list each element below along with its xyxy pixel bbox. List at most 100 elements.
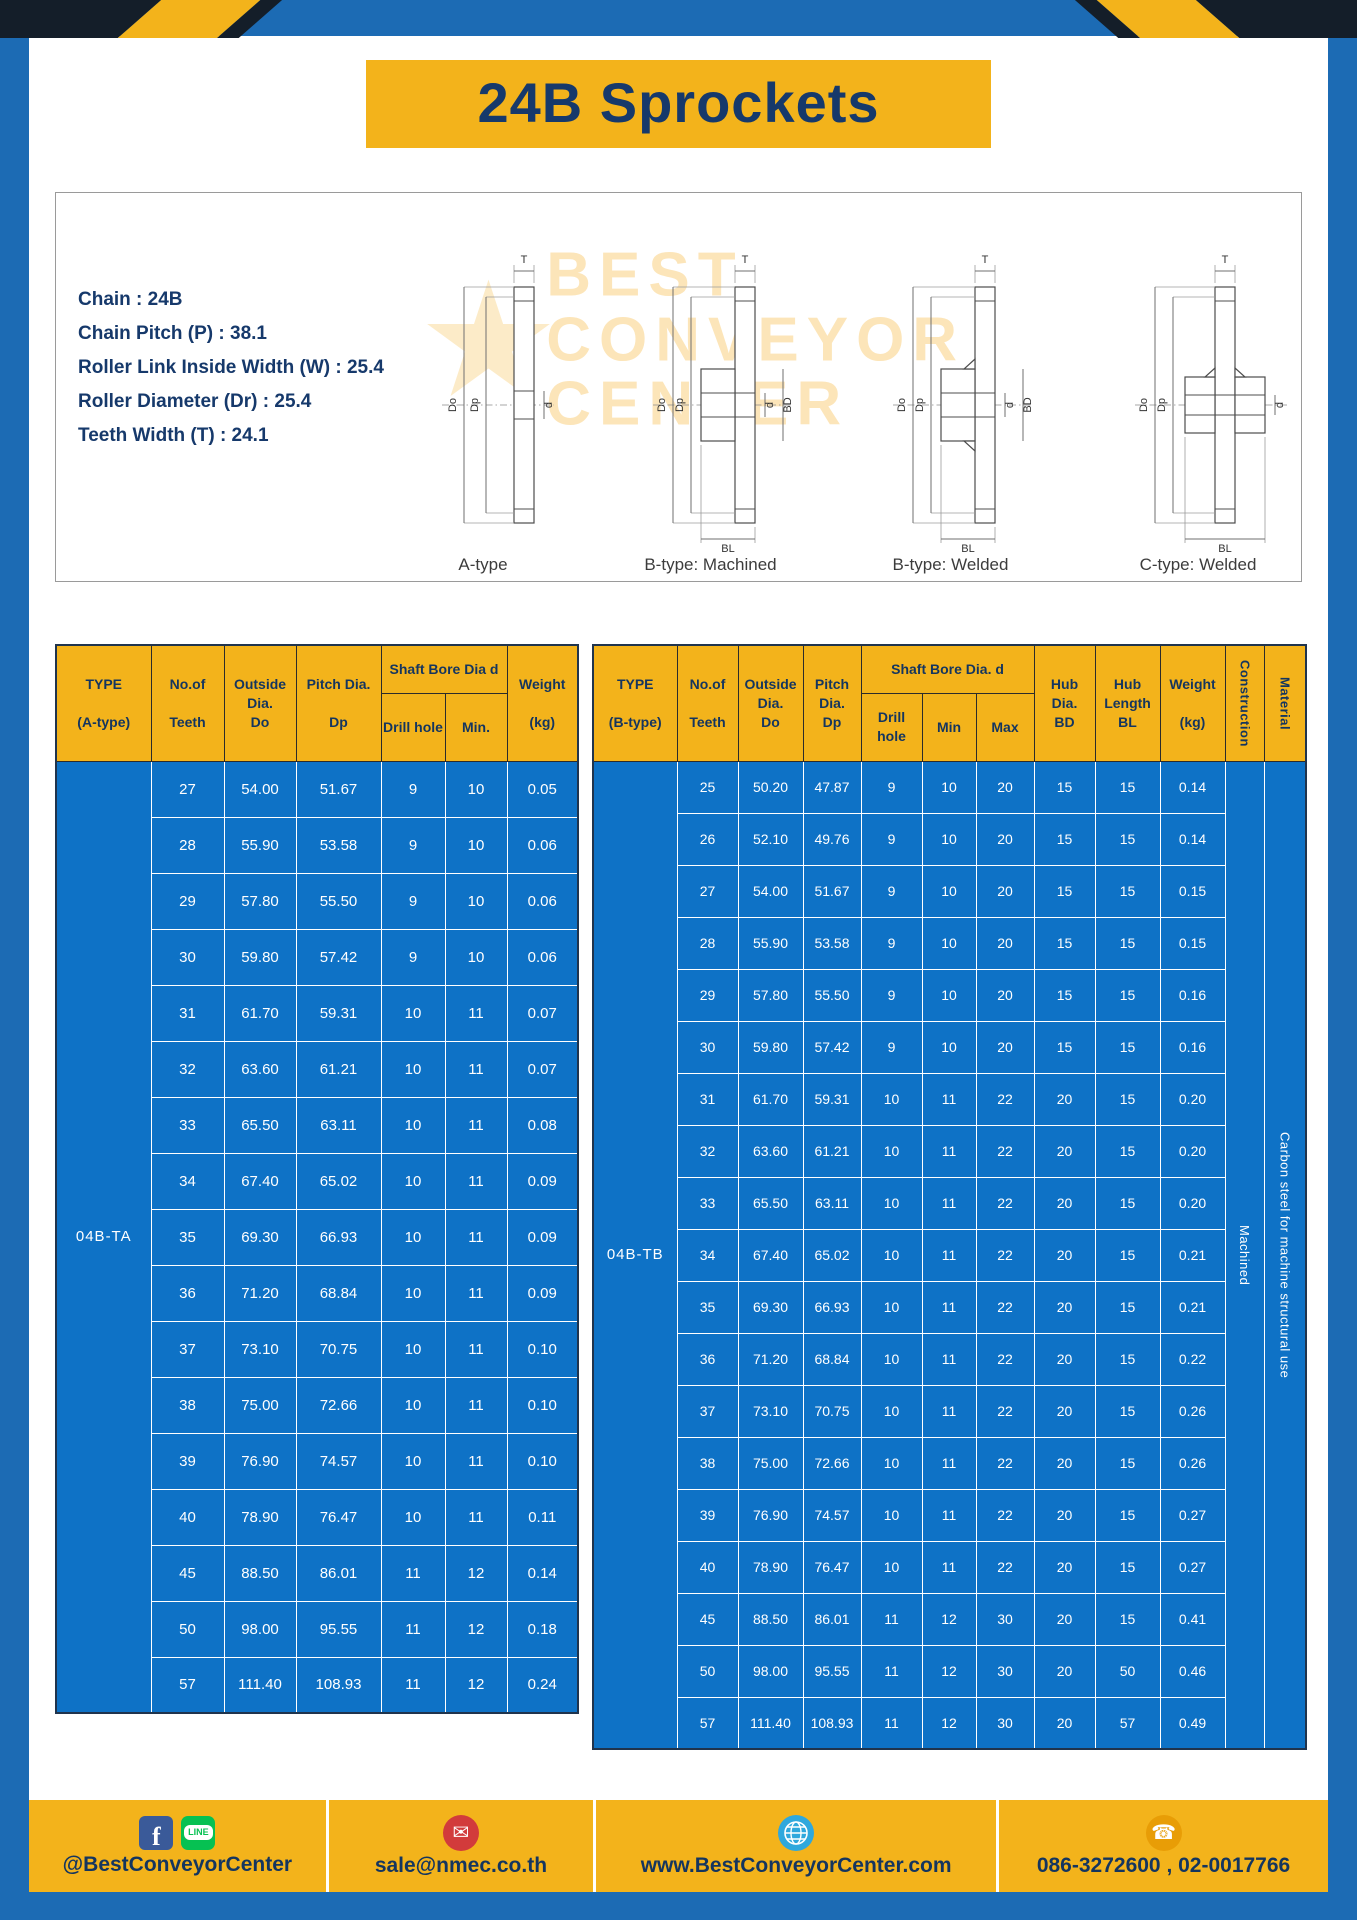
data-cell: 11 [444,1096,508,1154]
svg-text:T: T [982,254,989,266]
data-cell: 70.75 [295,1320,382,1378]
data-cell: 20 [1033,1176,1096,1230]
content-panel: 24B Sprockets ★ BEST CONVEYOR CENTER Cha… [29,36,1328,1892]
data-cell: 15 [1033,968,1096,1022]
svg-text:T: T [521,254,528,266]
diagram-row: T Do Dp [408,203,1293,575]
table-row: 45 88.50 86.01 11 12 0.14 [56,1544,579,1602]
data-cell: 0.41 [1159,1592,1226,1646]
data-cell: 26 [676,812,739,866]
data-cell: 15 [1033,760,1096,814]
data-cell: 71.20 [737,1332,804,1386]
data-cell: 57.80 [737,968,804,1022]
data-cell: 27 [676,864,739,918]
data-cell: 9 [380,928,446,986]
data-cell: 15 [1094,760,1161,814]
table-row: 26 52.10 49.76 9 10 20 15 15 0.14 [593,812,1306,866]
email-icon: ✉ [442,1814,479,1851]
data-cell: 10 [380,1040,446,1098]
data-cell: 12 [444,1544,508,1602]
col-type: TYPE (A-type) [55,644,152,762]
data-cell: 108.93 [295,1656,382,1714]
table-row: 57 111.40 108.93 11 12 0.24 [56,1656,579,1714]
svg-text:Do: Do [1138,398,1150,412]
data-cell: 15 [1094,812,1161,866]
data-cell: 11 [380,1656,446,1714]
data-cell: 0.15 [1159,916,1226,970]
data-cell: 10 [860,1228,923,1282]
footer-divider [996,1800,1000,1892]
data-cell: 10 [860,1176,923,1230]
table-row: 30 59.80 57.42 9 10 0.06 [56,928,579,986]
data-cell: 88.50 [737,1592,804,1646]
data-cell: 67.40 [737,1228,804,1282]
data-cell: 0.09 [506,1264,579,1322]
data-cell: 0.10 [506,1432,579,1490]
data-cell: 28 [676,916,739,970]
data-cell: 35 [676,1280,739,1334]
data-cell: 15 [1094,1488,1161,1542]
data-cell: 36 [676,1332,739,1386]
data-cell: 22 [975,1124,1035,1178]
data-cell: 76.47 [802,1540,862,1594]
data-cell: 68.84 [802,1332,862,1386]
data-cell: 20 [975,760,1035,814]
data-cell: 11 [860,1592,923,1646]
col-teeth: No.of Teeth [150,644,225,762]
data-cell: 15 [1094,1228,1161,1282]
data-cell: 47.87 [802,760,862,814]
data-cell: 39 [676,1488,739,1542]
data-cell: 11 [444,1432,508,1490]
data-cell: 98.00 [223,1600,297,1658]
data-cell: 88.50 [223,1544,297,1602]
spec-tables: TYPE (A-type) No.of Teeth Outside Dia. D… [55,644,1308,1750]
data-cell: 9 [860,812,923,866]
data-cell: 10 [444,872,508,930]
data-cell: 63.60 [737,1124,804,1178]
data-cell: 57 [150,1656,225,1714]
data-cell: 32 [676,1124,739,1178]
website-url: www.BestConveyorCenter.com [640,1853,952,1877]
social-handle: @BestConveyorCenter [62,1852,293,1876]
data-cell: 0.26 [1159,1384,1226,1438]
data-cell: 22 [975,1176,1035,1230]
data-cell: 9 [860,1020,923,1074]
data-cell: 10 [380,1208,446,1266]
data-cell: 11 [921,1176,977,1230]
spec-roller-dia: Roller Diameter (Dr) : 25.4 [78,391,312,412]
data-cell: 20 [1033,1124,1096,1178]
table-a-body: 04B-TA 27 54.00 51.67 9 10 0.05 28 55.90 53.58 9 10… [55,760,579,1714]
footer-website-section: www.BestConveyorCenter.com [596,1800,996,1892]
svg-text:Dp: Dp [914,398,926,412]
col-type: TYPE (B-type) [592,644,678,762]
diagram-label: B-type: Machined [644,555,777,574]
data-cell: 0.09 [506,1208,579,1266]
table-row: 38 75.00 72.66 10 11 22 20 15 0.26 [593,1436,1306,1490]
col-hub-length: Hub Length BL [1094,644,1161,762]
svg-text:Dp: Dp [674,398,686,412]
data-cell: 11 [860,1644,923,1698]
table-row: 39 76.90 74.57 10 11 0.10 [56,1432,579,1490]
data-cell: 15 [1033,916,1096,970]
data-cell: 61.21 [802,1124,862,1178]
data-cell: 0.07 [506,1040,579,1098]
data-cell: 51.67 [802,864,862,918]
material-value: Carbon steel for machine structural use [1263,760,1307,1750]
data-cell: 0.14 [1159,812,1226,866]
svg-text:d: d [1274,402,1286,408]
data-cell: 25 [676,760,739,814]
data-cell: 86.01 [802,1592,862,1646]
data-cell: 51.67 [295,760,382,818]
data-cell: 86.01 [295,1544,382,1602]
data-cell: 10 [380,1320,446,1378]
table-row: 34 67.40 65.02 10 11 22 20 15 0.21 [593,1228,1306,1282]
data-cell: 15 [1094,864,1161,918]
spec-chain: Chain : 24B [78,289,183,310]
data-cell: 59.31 [295,984,382,1042]
table-row: 57 111.40 108.93 11 12 30 20 57 0.49 [593,1696,1306,1750]
data-cell: 0.16 [1159,968,1226,1022]
data-cell: 74.57 [295,1432,382,1490]
data-cell: 29 [676,968,739,1022]
data-cell: 0.27 [1159,1488,1226,1542]
data-cell: 11 [444,1320,508,1378]
